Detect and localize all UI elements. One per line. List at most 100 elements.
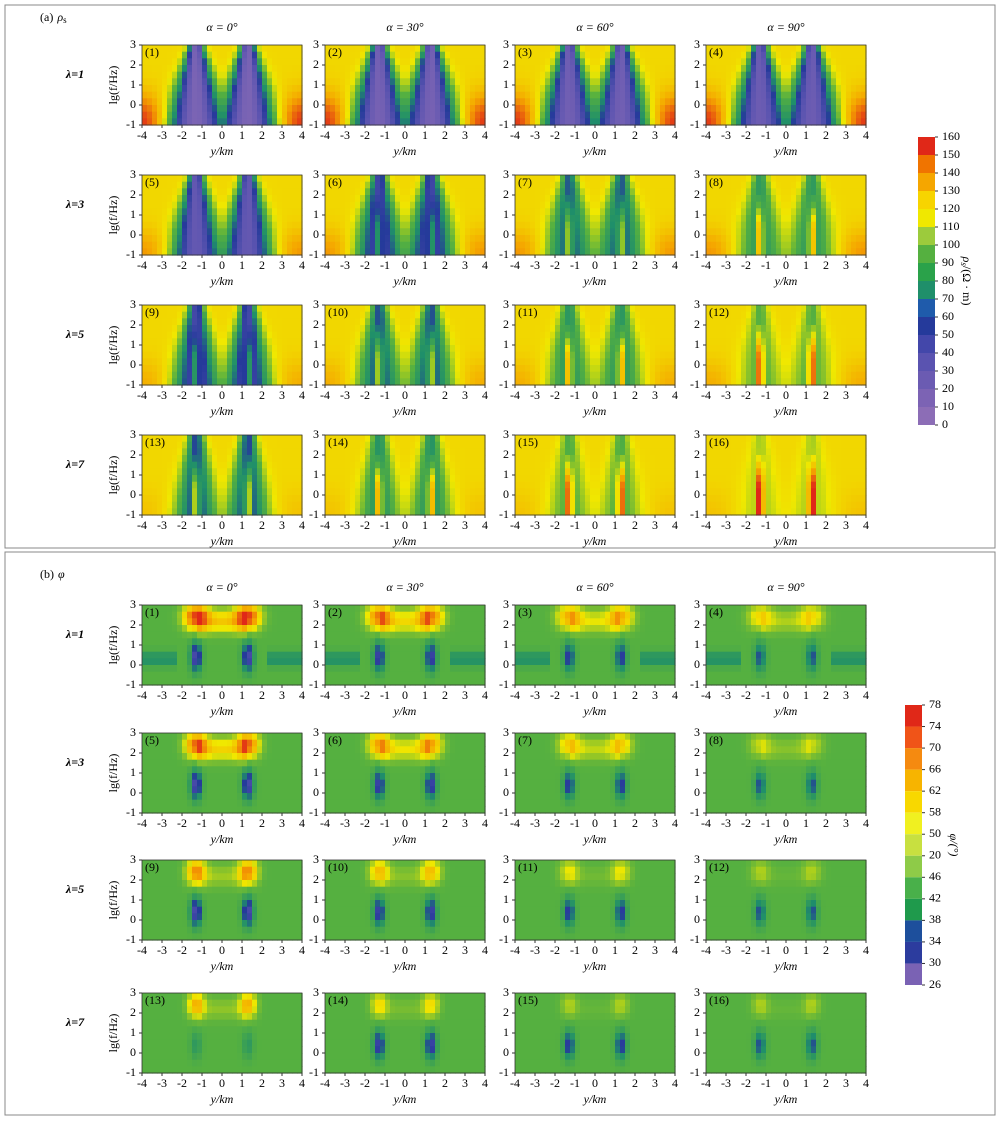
contour-cell xyxy=(706,325,712,332)
x-axis-label: y/km xyxy=(583,274,607,288)
contour-cell xyxy=(465,188,471,195)
contour-cell xyxy=(252,92,258,99)
contour-cell xyxy=(706,92,712,99)
contour-cell xyxy=(242,182,248,189)
contour-cell xyxy=(630,242,636,249)
contour-cell xyxy=(821,325,827,332)
contour-cell xyxy=(560,195,566,202)
contour-cell xyxy=(736,118,742,125)
contour-cell xyxy=(575,65,581,72)
contour-cell xyxy=(460,222,466,229)
contour-cell xyxy=(620,175,626,182)
contour-cell xyxy=(470,78,476,85)
contour-cell xyxy=(142,78,148,85)
contour-cell xyxy=(390,208,396,215)
contour-cell xyxy=(540,182,546,189)
contour-cell xyxy=(390,235,396,242)
contour-cell xyxy=(826,98,832,105)
contour-cell xyxy=(360,65,366,72)
contour-cell xyxy=(515,318,521,325)
contour-cell xyxy=(791,222,797,229)
contour-cell xyxy=(157,85,163,92)
contour-cell xyxy=(257,118,263,125)
contour-cell xyxy=(182,175,188,182)
contour-cell xyxy=(726,372,732,379)
contour-cell xyxy=(716,118,722,125)
contour-cell xyxy=(781,52,787,59)
contour-cell xyxy=(435,202,441,209)
y-tick-label: -1 xyxy=(690,117,700,131)
contour-cell xyxy=(360,242,366,249)
contour-cell xyxy=(247,188,253,195)
contour-cell xyxy=(247,85,253,92)
contour-cell xyxy=(585,202,591,209)
contour-cell xyxy=(330,235,336,242)
contour-cell xyxy=(360,182,366,189)
contour-cell xyxy=(766,352,772,359)
contour-cell xyxy=(791,352,797,359)
contour-cell xyxy=(440,325,446,332)
contour-cell xyxy=(262,208,268,215)
contour-cell xyxy=(455,312,461,319)
contour-cell xyxy=(227,215,233,222)
contour-cell xyxy=(330,208,336,215)
contour-cell xyxy=(726,365,732,372)
contour-cell xyxy=(645,52,651,59)
contour-cell xyxy=(595,202,601,209)
contour-cell xyxy=(660,182,666,189)
contour-cell xyxy=(655,45,661,52)
contour-cell xyxy=(771,195,777,202)
contour-cell xyxy=(430,182,436,189)
contour-cell xyxy=(831,228,837,235)
contour-cell xyxy=(771,332,777,339)
contour-cell xyxy=(187,208,193,215)
contour-cell xyxy=(856,338,862,345)
contour-cell xyxy=(781,92,787,99)
contour-cell xyxy=(570,338,576,345)
contour-cell xyxy=(841,182,847,189)
contour-cell xyxy=(370,215,376,222)
contour-cell xyxy=(706,222,712,229)
contour-cell xyxy=(340,248,346,255)
contour-cell xyxy=(841,188,847,195)
contour-cell xyxy=(766,235,772,242)
contour-cell xyxy=(565,352,571,359)
y-tick-label: 1 xyxy=(503,337,509,351)
contour-cell xyxy=(771,45,777,52)
contour-cell xyxy=(771,92,777,99)
x-tick-label: -3 xyxy=(530,258,540,272)
contour-cell xyxy=(252,188,258,195)
contour-cell xyxy=(625,92,631,99)
contour-cell xyxy=(415,235,421,242)
contour-cell xyxy=(846,358,852,365)
contour-cell xyxy=(821,312,827,319)
contour-cell xyxy=(380,305,386,312)
contour-cell xyxy=(405,72,411,79)
contour-cell xyxy=(550,222,556,229)
contour-cell xyxy=(167,325,173,332)
contour-cell xyxy=(565,58,571,65)
contour-cell xyxy=(450,45,456,52)
contour-cell xyxy=(605,52,611,59)
contour-cell xyxy=(645,202,651,209)
contour-cell xyxy=(197,235,203,242)
contour-cell xyxy=(625,312,631,319)
contour-cell xyxy=(147,92,153,99)
contour-cell xyxy=(410,195,416,202)
contour-cell xyxy=(152,222,158,229)
y-tick-label: 1 xyxy=(313,207,319,221)
contour-cell xyxy=(167,195,173,202)
contour-cell xyxy=(375,378,381,385)
contour-cell xyxy=(197,305,203,312)
contour-cell xyxy=(736,325,742,332)
contour-cell xyxy=(450,248,456,255)
contour-cell xyxy=(600,195,606,202)
contour-cell xyxy=(610,92,616,99)
contour-cell xyxy=(152,78,158,85)
contour-cell xyxy=(565,175,571,182)
x-tick-label: 4 xyxy=(482,258,488,272)
contour-cell xyxy=(806,222,812,229)
contour-cell xyxy=(335,208,341,215)
contour-cell xyxy=(212,325,218,332)
contour-cell xyxy=(605,235,611,242)
